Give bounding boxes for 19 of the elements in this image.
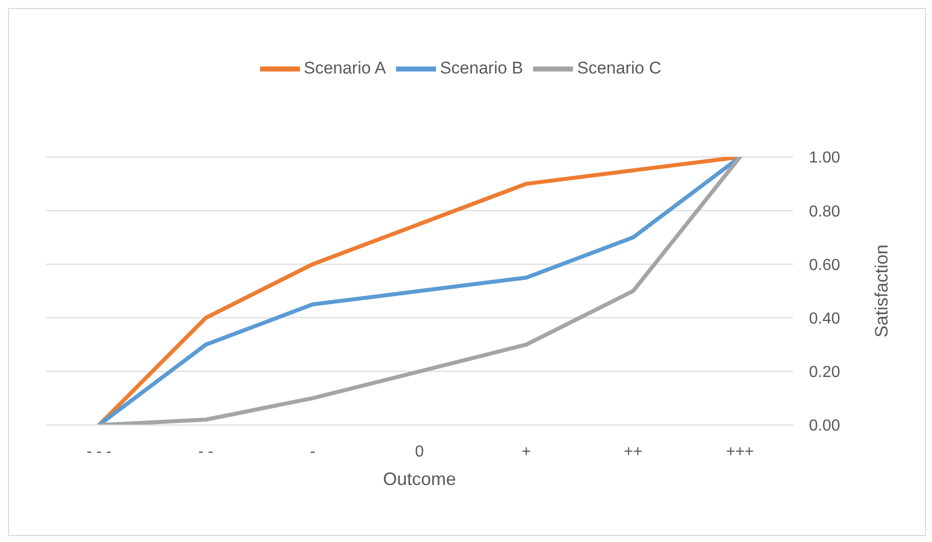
y-tick-label: 0.80	[809, 203, 840, 220]
y-tick-label: 0.60	[809, 256, 840, 274]
legend-label: Scenario B	[440, 58, 524, 78]
y-axis-title: Satisfaction	[871, 244, 892, 338]
y-tick-label: 0.20	[809, 364, 840, 382]
x-axis-title: Outcome	[382, 469, 456, 489]
x-tick-label: - -	[198, 443, 214, 460]
x-tick-label: 0	[415, 443, 424, 460]
x-tick-label: - - -	[86, 443, 112, 460]
x-tick-label: +	[522, 443, 532, 460]
line-series	[97, 157, 742, 425]
y-tick-label: 0.40	[809, 310, 840, 328]
x-tick-label: +++	[726, 443, 754, 460]
y-tick-label: 1.00	[809, 150, 840, 167]
y-tick-label: 0.00	[809, 418, 840, 435]
legend-label: Scenario A	[304, 58, 386, 78]
x-tick-label: ++	[624, 443, 643, 460]
legend-label: Scenario C	[577, 58, 662, 78]
x-tick-label: -	[310, 443, 316, 460]
